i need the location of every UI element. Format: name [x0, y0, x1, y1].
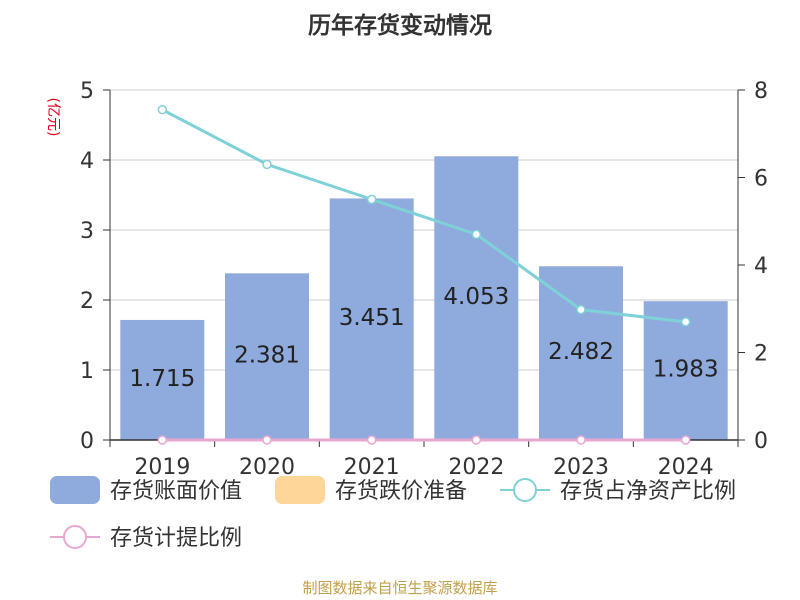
bar-value-label: 1.983 — [653, 357, 719, 383]
lines — [157, 104, 691, 445]
bar-value-label: 4.053 — [443, 284, 509, 310]
x-axis-tick-label: 2021 — [344, 455, 400, 480]
right-axis-tick-label: 0 — [754, 429, 768, 454]
net-asset-ratio-point — [576, 304, 586, 315]
bar-value-label: 1.715 — [129, 366, 195, 392]
bar-2020 — [225, 273, 309, 440]
data-labels: 1.715 2.381 3.451 4.053 2.482 1.983 — [129, 284, 718, 392]
x-axis-tick-label: 2020 — [239, 455, 295, 480]
left-axis-unit-label: (亿元) — [45, 98, 61, 137]
provision-ratio-point — [157, 435, 168, 445]
net-asset-ratio-point — [157, 104, 168, 115]
bar-2023 — [539, 266, 623, 440]
bar-value-label: 2.482 — [548, 339, 614, 365]
source-text: 制图数据来自恒生聚源数据库 — [302, 579, 497, 597]
provision-ratio-point — [576, 435, 586, 445]
bar-2021 — [329, 198, 414, 440]
legend-label: 存货占净资产比例 — [560, 479, 736, 504]
chart-title: 历年存货变动情况 — [308, 12, 492, 39]
right-axis-tick-label: 6 — [754, 167, 768, 192]
bar-2022 — [434, 156, 519, 441]
legend-marker-provision-ratio — [63, 525, 87, 549]
legend-label: 存货计提比例 — [110, 526, 242, 551]
net-asset-ratio-point — [471, 229, 482, 240]
net-asset-ratio-point — [366, 194, 377, 205]
provision-ratio-point — [262, 435, 272, 445]
x-axis-tick-label: 2019 — [134, 455, 190, 480]
bar-value-label: 2.381 — [234, 343, 300, 369]
net-asset-ratio-point — [262, 159, 272, 170]
bar-2019 — [120, 319, 205, 440]
left-axis-tick-label: 1 — [80, 359, 94, 384]
net-asset-ratio-line — [161, 108, 686, 324]
bar-value-label: 3.451 — [339, 305, 405, 331]
legend-label: 存货跌价准备 — [335, 479, 467, 504]
x-axis-tick-label: 2022 — [448, 455, 504, 480]
right-axis-tick-label: 4 — [754, 254, 768, 279]
left-axis-tick-label: 5 — [80, 79, 94, 104]
net-asset-ratio-point — [680, 317, 691, 327]
provision-ratio-point — [680, 435, 691, 445]
right-axis-tick-label: 8 — [754, 79, 768, 104]
provision-ratio-point — [471, 435, 482, 445]
right-axis-tick-label: 2 — [754, 342, 768, 367]
bars — [120, 156, 728, 441]
legend-swatch-book-value — [50, 476, 100, 504]
legend-marker-net-asset-ratio — [513, 478, 537, 502]
legend-label: 存货账面价值 — [110, 479, 242, 504]
x-axis-tick-label: 2024 — [658, 455, 714, 480]
provision-ratio-point — [366, 435, 377, 445]
legend-swatch-impairment — [275, 476, 325, 504]
x-axis-tick-label: 2023 — [553, 455, 609, 480]
gridlines — [110, 89, 738, 371]
axes: 0 1 2 3 4 5 0 2 4 6 8 2019 2020 2021 2022 2023 2024 — [80, 79, 768, 480]
left-axis-tick-label: 0 — [80, 429, 94, 454]
left-axis-tick-label: 2 — [80, 289, 94, 314]
left-axis-tick-label: 4 — [80, 149, 94, 174]
left-axis-tick-label: 3 — [80, 219, 94, 244]
